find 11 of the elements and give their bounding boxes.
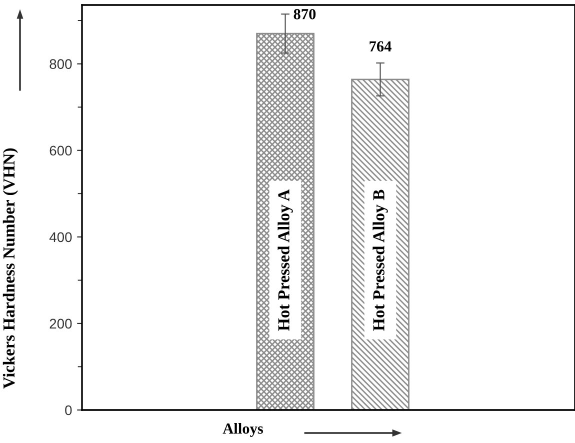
x-axis-title: Alloys [222, 423, 263, 437]
y-tick-label: 600 [50, 146, 72, 156]
x-tick-label: Hot Pressed Alloy B [372, 190, 388, 331]
y-tick-label: 400 [49, 232, 72, 242]
x-tick-label: Hot Pressed Alloy A [278, 189, 293, 331]
y-tick-label: 800 [50, 59, 72, 70]
data-label: 764 [370, 41, 392, 52]
y-tick-label: 0 [65, 405, 72, 416]
data-label: 870 [294, 9, 316, 20]
y-axis-title: Vickers Hardness Number (VHN) [2, 148, 18, 389]
y-tick-label: 200 [50, 318, 72, 329]
